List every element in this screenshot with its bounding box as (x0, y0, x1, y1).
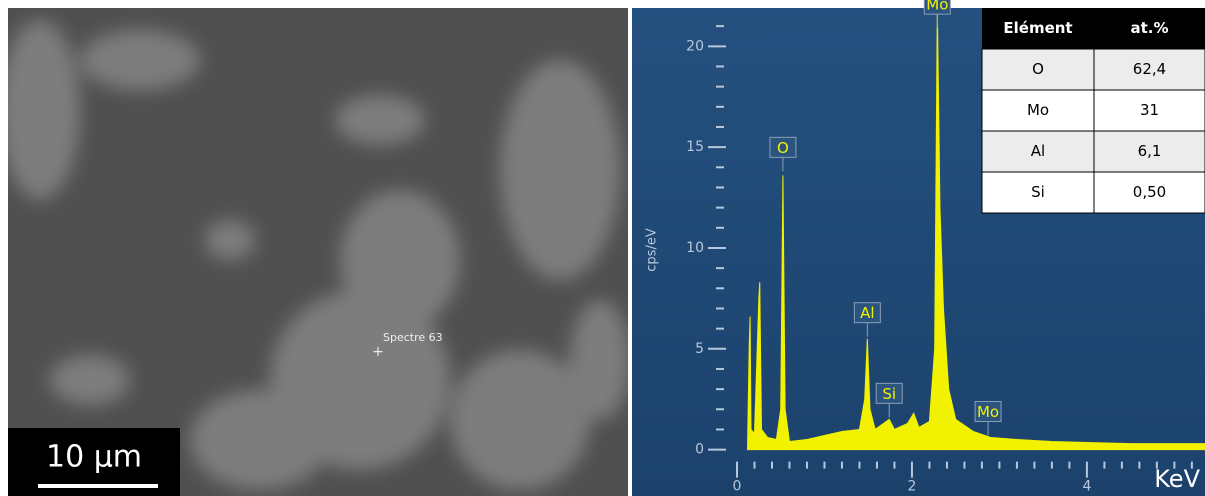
x-tick-label: 4 (1082, 479, 1091, 495)
peak-annotation: Mo (923, 0, 951, 29)
scale-label: 10 µm (46, 440, 142, 475)
y-tick-label: 15 (686, 139, 704, 155)
peak-annotation: Mo (974, 401, 1002, 436)
annotation-box (853, 302, 881, 324)
table-cell: Si (1031, 183, 1045, 201)
table-cell: 31 (1140, 101, 1159, 119)
annotation-label: Mo (977, 403, 999, 421)
peak-annotation: O (769, 136, 797, 172)
table-header: Elément (1003, 19, 1072, 37)
spectrum-area (746, 8, 1205, 451)
x-tick-label: 0 (733, 479, 742, 495)
table-cell: Mo (1027, 101, 1049, 119)
table-cell: O (1032, 60, 1044, 78)
spot-marker: + (372, 344, 384, 360)
annotation-label: O (777, 139, 789, 157)
spectrum-plot (746, 8, 1205, 451)
peak-annotation: Al (853, 302, 881, 337)
annotation-label: Mo (926, 0, 948, 14)
annotation-box (923, 0, 951, 15)
table-cell: 0,50 (1133, 183, 1166, 201)
annotation-label: Si (882, 385, 896, 403)
composition-table: Elément at.% O 62,4 Mo 31 Al 6,1 Si 0,50 (981, 8, 1205, 214)
y-axis-label: cps/eV (645, 228, 660, 272)
spot-label: Spectre 63 (383, 331, 443, 344)
x-tick-label: 2 (907, 479, 916, 495)
x-axis-label: KeV (1154, 465, 1200, 493)
annotation-box (875, 382, 903, 404)
table-cell: 6,1 (1138, 142, 1162, 160)
sem-image: Spectre 63 + 10 µm (8, 8, 628, 496)
y-tick-label: 20 (686, 38, 704, 54)
table-cell: 62,4 (1133, 60, 1166, 78)
annotation-box (769, 136, 797, 158)
annotation-label: Al (860, 304, 874, 322)
peak-annotation: Si (875, 382, 903, 418)
table-cell: Al (1031, 142, 1045, 160)
y-tick-label: 10 (686, 240, 704, 256)
scale-bar (38, 484, 158, 488)
y-tick-label: 0 (695, 442, 704, 458)
table-header: at.% (1130, 19, 1168, 37)
table-header-bg (982, 8, 1205, 49)
y-tick-label: 5 (695, 341, 704, 357)
annotation-box (974, 401, 1002, 423)
